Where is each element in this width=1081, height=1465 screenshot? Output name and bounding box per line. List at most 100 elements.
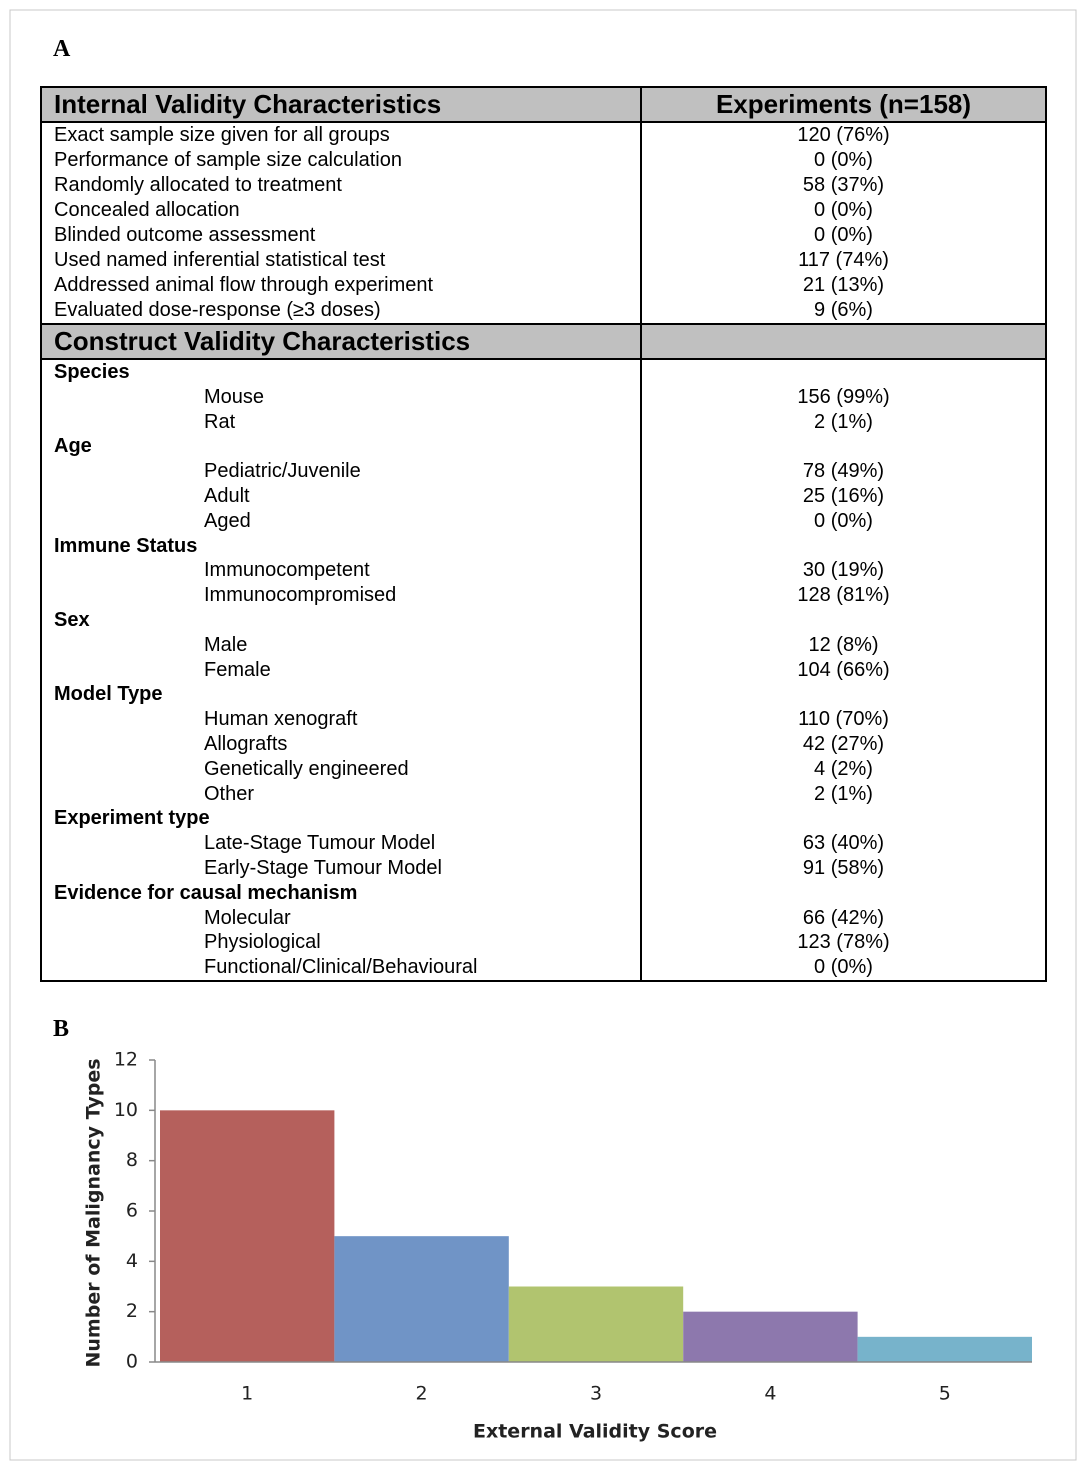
row-label: Other [204,782,255,805]
x-tick-label: 3 [590,1383,602,1405]
table-row: Used named inferential statistical test 1… [42,248,1045,273]
table-row: Performance of sample size calculation 0 … [42,148,1045,173]
table-row: Allografts 42 (27%) [42,731,1045,757]
row-value: 78 (49%) [640,459,1045,484]
empty-cell [640,533,1045,559]
group-row: Immune Status [42,533,1045,559]
row-value: 4 (2%) [640,756,1045,782]
group-row: Evidence for causal mechanism [42,880,1045,906]
row-label: Exact sample size given for all groups [54,124,390,146]
table-row: Mouse 156 (99%) [42,384,1045,410]
row-label: Addressed animal flow through experiment [54,274,434,296]
figure-border [9,9,1077,1461]
row-value: 104 (66%) [640,657,1045,683]
row-label: Aged [204,509,251,532]
row-label: Functional/Clinical/Behavioural [204,956,478,979]
empty-cell [640,434,1045,460]
row-label: Evaluated dose-response (≥3 doses) [54,299,381,321]
row-value: 25 (16%) [640,483,1045,509]
table-row: Blinded outcome assessment 0 (0%) [42,223,1045,248]
row-label: Late-Stage Tumour Model [204,832,436,855]
group-name: Experiment type [54,807,210,830]
row-value: 2 (1%) [640,409,1045,435]
table-row: Addressed animal flow through experiment… [42,273,1045,298]
table-row: Adult 25 (16%) [42,483,1045,509]
y-tick-label: 2 [126,1300,138,1322]
row-label: Mouse [204,385,265,408]
header-cell [640,325,1045,358]
table-row: Immunocompromised 128 (81%) [42,583,1045,608]
table-row: Early-Stage Tumour Model 91 (58%) [42,855,1045,881]
table-row: Genetically engineered 4 (2%) [42,756,1045,782]
row-label: Early-Stage Tumour Model [204,856,442,879]
empty-cell [640,682,1045,708]
y-tick-label: 10 [114,1099,138,1121]
panel-label: B [53,1016,70,1042]
header-row: Internal Validity Characteristics Experim… [42,88,1045,123]
table-row: Physiological 123 (78%) [42,930,1045,956]
group-row: Species [42,360,1045,385]
table-row: Functional/Clinical/Behavioural 0 (0%) [42,955,1045,980]
row-value: 0 (0%) [640,955,1045,980]
row-label: Physiological [204,931,321,954]
row-label: Immunocompromised [204,584,397,607]
row-value: 12 (8%) [640,632,1045,658]
table-row: Pediatric/Juvenile 78 (49%) [42,459,1045,484]
x-tick-label: 1 [241,1383,253,1405]
row-value: 2 (1%) [640,781,1045,807]
row-value: 63 (40%) [640,831,1045,856]
section-header: Construct Validity Characteristics [54,326,471,356]
row-value: 30 (19%) [640,558,1045,584]
row-label: Blinded outcome assessment [54,224,316,246]
panel-label: A [53,36,71,62]
row-value: 0 (0%) [640,508,1045,534]
group-row: Sex [42,607,1045,633]
y-tick-label: 12 [114,1049,138,1071]
row-label: Rat [204,410,236,433]
row-label: Male [204,633,248,656]
group-name: Evidence for causal mechanism [54,881,358,904]
header-cell: Internal Validity Characteristics [54,89,442,119]
group-row: Model Type [42,682,1045,708]
row-label: Used named inferential statistical test [54,249,386,271]
row-value: 58 (37%) [640,173,1045,198]
empty-cell [640,806,1045,832]
row-label: Concealed allocation [54,199,240,221]
row-value: 66 (42%) [640,905,1045,931]
row-value: 128 (81%) [640,583,1045,608]
table-row: Exact sample size given for all groups 12… [42,123,1045,148]
group-name: Age [54,435,92,458]
row-value: 0 (0%) [640,198,1045,223]
group-name: Sex [54,608,90,631]
table-row: Concealed allocation 0 (0%) [42,198,1045,223]
bar [508,1286,684,1362]
empty-cell [640,360,1045,385]
row-label: Randomly allocated to treatment [54,174,342,196]
y-tick-label: 0 [126,1351,138,1373]
table-row: Male 12 (8%) [42,632,1045,658]
group-name: Model Type [54,683,163,706]
y-axis-label: Number of Malignancy Types [83,1058,105,1367]
table-row: Other 2 (1%) [42,781,1045,807]
x-tick-label: 2 [416,1383,428,1405]
y-tick-label: 6 [126,1200,138,1222]
group-name: Species [54,361,130,383]
row-value: 0 (0%) [640,148,1045,173]
group-name: Immune Status [54,534,198,557]
row-value: 120 (76%) [640,123,1045,148]
x-tick-label: 4 [764,1383,776,1405]
table-row: Molecular 66 (42%) [42,905,1045,931]
table-row: Human xenograft 110 (70%) [42,707,1045,732]
section-header-row: Construct Validity Characteristics [42,323,1045,360]
table: Internal Validity Characteristics Experim… [40,86,1047,982]
row-value: 21 (13%) [640,273,1045,298]
row-label: Genetically engineered [204,757,409,780]
header-cell: Experiments (n=158) [640,88,1045,121]
bar [683,1311,858,1362]
y-tick-label: 8 [126,1149,138,1171]
x-axis-label: External Validity Score [473,1421,717,1443]
table-row: Evaluated dose-response (≥3 doses) 9 (6%) [42,298,1045,323]
row-value: 0 (0%) [640,223,1045,248]
